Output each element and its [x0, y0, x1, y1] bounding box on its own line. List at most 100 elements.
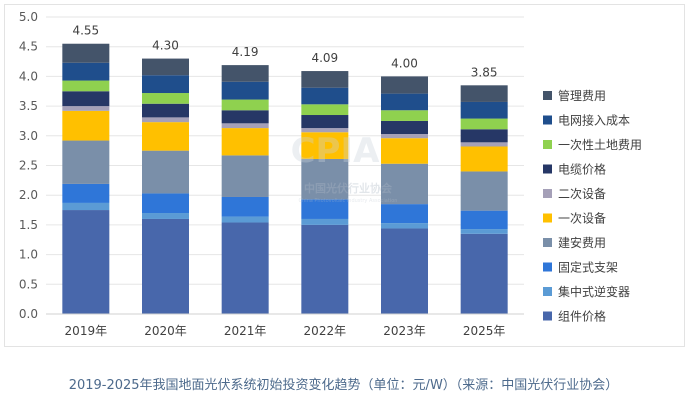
bar-segment	[62, 210, 110, 314]
y-tick-label: 4.0	[19, 69, 38, 83]
bar-segment	[221, 123, 269, 129]
bar-segment	[142, 150, 189, 194]
bar-segment	[381, 120, 428, 135]
bar-segment	[381, 138, 428, 164]
watermark-logo: CPIA 中国光伏行业协会 China Photovoltaic Industr…	[291, 131, 398, 204]
bar-segment	[460, 171, 508, 211]
bar-segment	[142, 213, 189, 219]
bar-segment	[301, 128, 349, 133]
bar-segment	[301, 104, 349, 116]
legend-label: 固定式支架	[558, 260, 618, 275]
bar-segment	[221, 222, 269, 314]
chart-caption: 2019-2025年我国地面光伏系统初始投资变化趋势（单位：元/W）（来源：中国…	[68, 378, 619, 393]
y-tick-label: 2.0	[19, 188, 38, 202]
total-label: 4.09	[311, 51, 338, 65]
bar-segment	[301, 115, 349, 129]
legend-swatch	[543, 91, 552, 100]
bar-segment	[62, 110, 110, 141]
x-tick-label: 2020年	[144, 324, 187, 338]
legend-swatch	[543, 262, 552, 272]
bar-segment	[381, 228, 428, 314]
legend-swatch	[543, 287, 552, 296]
y-tick-label: 0.5	[19, 277, 38, 291]
legend-swatch	[543, 115, 552, 125]
bars	[62, 43, 508, 314]
bar-segment	[62, 140, 110, 184]
bar-segment	[381, 134, 428, 139]
total-label: 4.55	[72, 24, 99, 38]
bar-segment	[221, 128, 269, 156]
bar-segment	[460, 118, 508, 130]
y-tick-label: 1.5	[19, 218, 38, 232]
bar-segment	[62, 62, 110, 81]
bar-segment	[381, 110, 428, 121]
legend-label: 电网接入成本	[558, 113, 630, 128]
bar-segment	[381, 223, 428, 229]
watermark-org-text: 中国光伏行业协会	[304, 181, 393, 195]
bar-segment	[142, 117, 189, 123]
x-tick-label: 2025年	[463, 324, 506, 338]
bar-segment	[301, 218, 349, 225]
x-tick-label: 2019年	[65, 324, 108, 338]
bar-segment	[221, 81, 269, 100]
bar-segment	[301, 224, 349, 314]
y-tick-label: 4.5	[19, 40, 38, 54]
bar-segment	[221, 110, 269, 124]
bar-segment	[460, 129, 508, 143]
grid-lines	[46, 16, 524, 315]
bar-segment	[460, 229, 508, 234]
stacked-bar-chart: 0.0 0.5 1.0 1.5 2.0 2.5 3.0 3.5 4.0 4.5 5.0 4.55 4.…	[19, 10, 642, 338]
bar-segment	[301, 71, 349, 88]
legend-swatch	[543, 238, 552, 247]
legend-label: 一次设备	[558, 212, 606, 226]
y-tick-label: 3.0	[19, 129, 38, 143]
bar-segment	[301, 87, 349, 105]
legend-swatch	[543, 164, 552, 174]
bar-segment	[142, 58, 189, 76]
bar-segment	[460, 233, 508, 314]
x-tick-label: 2021年	[224, 324, 267, 338]
bar-segment	[62, 43, 110, 63]
bar-segment	[221, 155, 269, 197]
bar-segment	[301, 158, 349, 200]
bar-segment	[460, 142, 508, 147]
x-tick-label: 2022年	[304, 324, 347, 338]
watermark-cpia-text: CPIA	[291, 131, 381, 171]
bar-segment	[62, 80, 110, 92]
x-tick-label: 2023年	[383, 324, 426, 338]
bar-segment	[142, 75, 189, 94]
bar-segment	[460, 85, 508, 102]
bar-segment	[381, 204, 428, 224]
y-tick-label: 3.5	[19, 99, 38, 113]
legend: 管理费用电网接入成本一次性土地费用电缆价格二次设备一次设备建安费用固定式支架集中…	[543, 88, 642, 324]
bar-segment	[142, 218, 189, 314]
bar-segment	[460, 101, 508, 119]
bar-segment	[142, 193, 189, 214]
bar-segment	[221, 216, 269, 223]
x-axis: 2019年 2020年 2021年 2022年 2023年 2025年	[46, 313, 524, 338]
bar-segment	[460, 146, 508, 172]
y-tick-label: 2.5	[19, 159, 38, 173]
legend-label: 一次性土地费用	[558, 138, 642, 152]
bar-segment	[381, 76, 428, 94]
bar-segment	[142, 103, 189, 118]
y-tick-label: 0.0	[19, 307, 38, 321]
y-tick-label: 1.0	[19, 248, 38, 262]
bar-segment	[381, 93, 428, 111]
bar-segment	[142, 122, 189, 151]
legend-label: 电缆价格	[558, 162, 606, 177]
bar-segment	[62, 91, 110, 107]
total-label: 3.85	[471, 65, 498, 79]
bar-segment	[62, 106, 110, 111]
bar-segment	[142, 93, 189, 104]
legend-label: 二次设备	[558, 187, 606, 201]
bar-segment	[62, 183, 110, 203]
legend-swatch	[543, 140, 552, 149]
bar-segment	[301, 199, 349, 219]
bar-segment	[221, 65, 269, 82]
bar-segment	[221, 99, 269, 111]
y-tick-label: 5.0	[19, 10, 38, 24]
bar-segment	[301, 132, 349, 159]
legend-label: 管理费用	[558, 88, 606, 103]
bar-segment	[221, 196, 269, 217]
